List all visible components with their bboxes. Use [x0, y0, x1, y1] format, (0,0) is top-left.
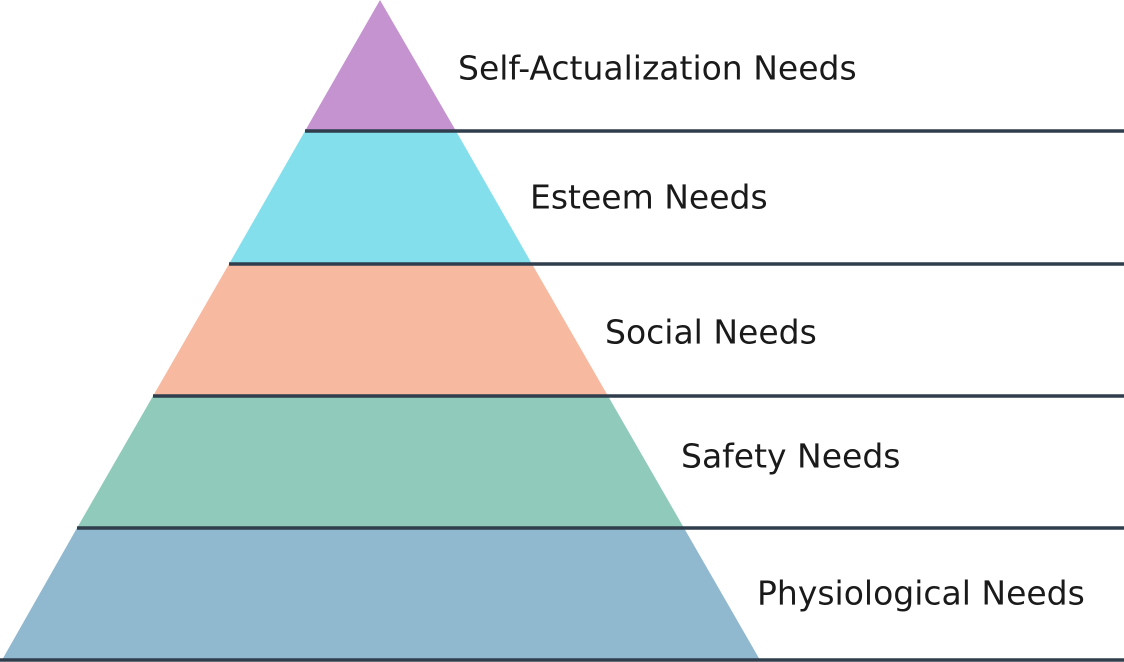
level-label: Esteem Needs	[530, 178, 768, 217]
tier-social	[153, 264, 608, 396]
tier-self-actualization	[305, 0, 456, 131]
tier-safety	[77, 396, 684, 528]
level-label: Social Needs	[605, 313, 817, 352]
tier-esteem	[229, 131, 532, 264]
tier-physiological	[2, 528, 760, 660]
level-label: Physiological Needs	[757, 574, 1085, 613]
level-label: Safety Needs	[681, 437, 900, 476]
level-label: Self-Actualization Needs	[458, 49, 857, 88]
